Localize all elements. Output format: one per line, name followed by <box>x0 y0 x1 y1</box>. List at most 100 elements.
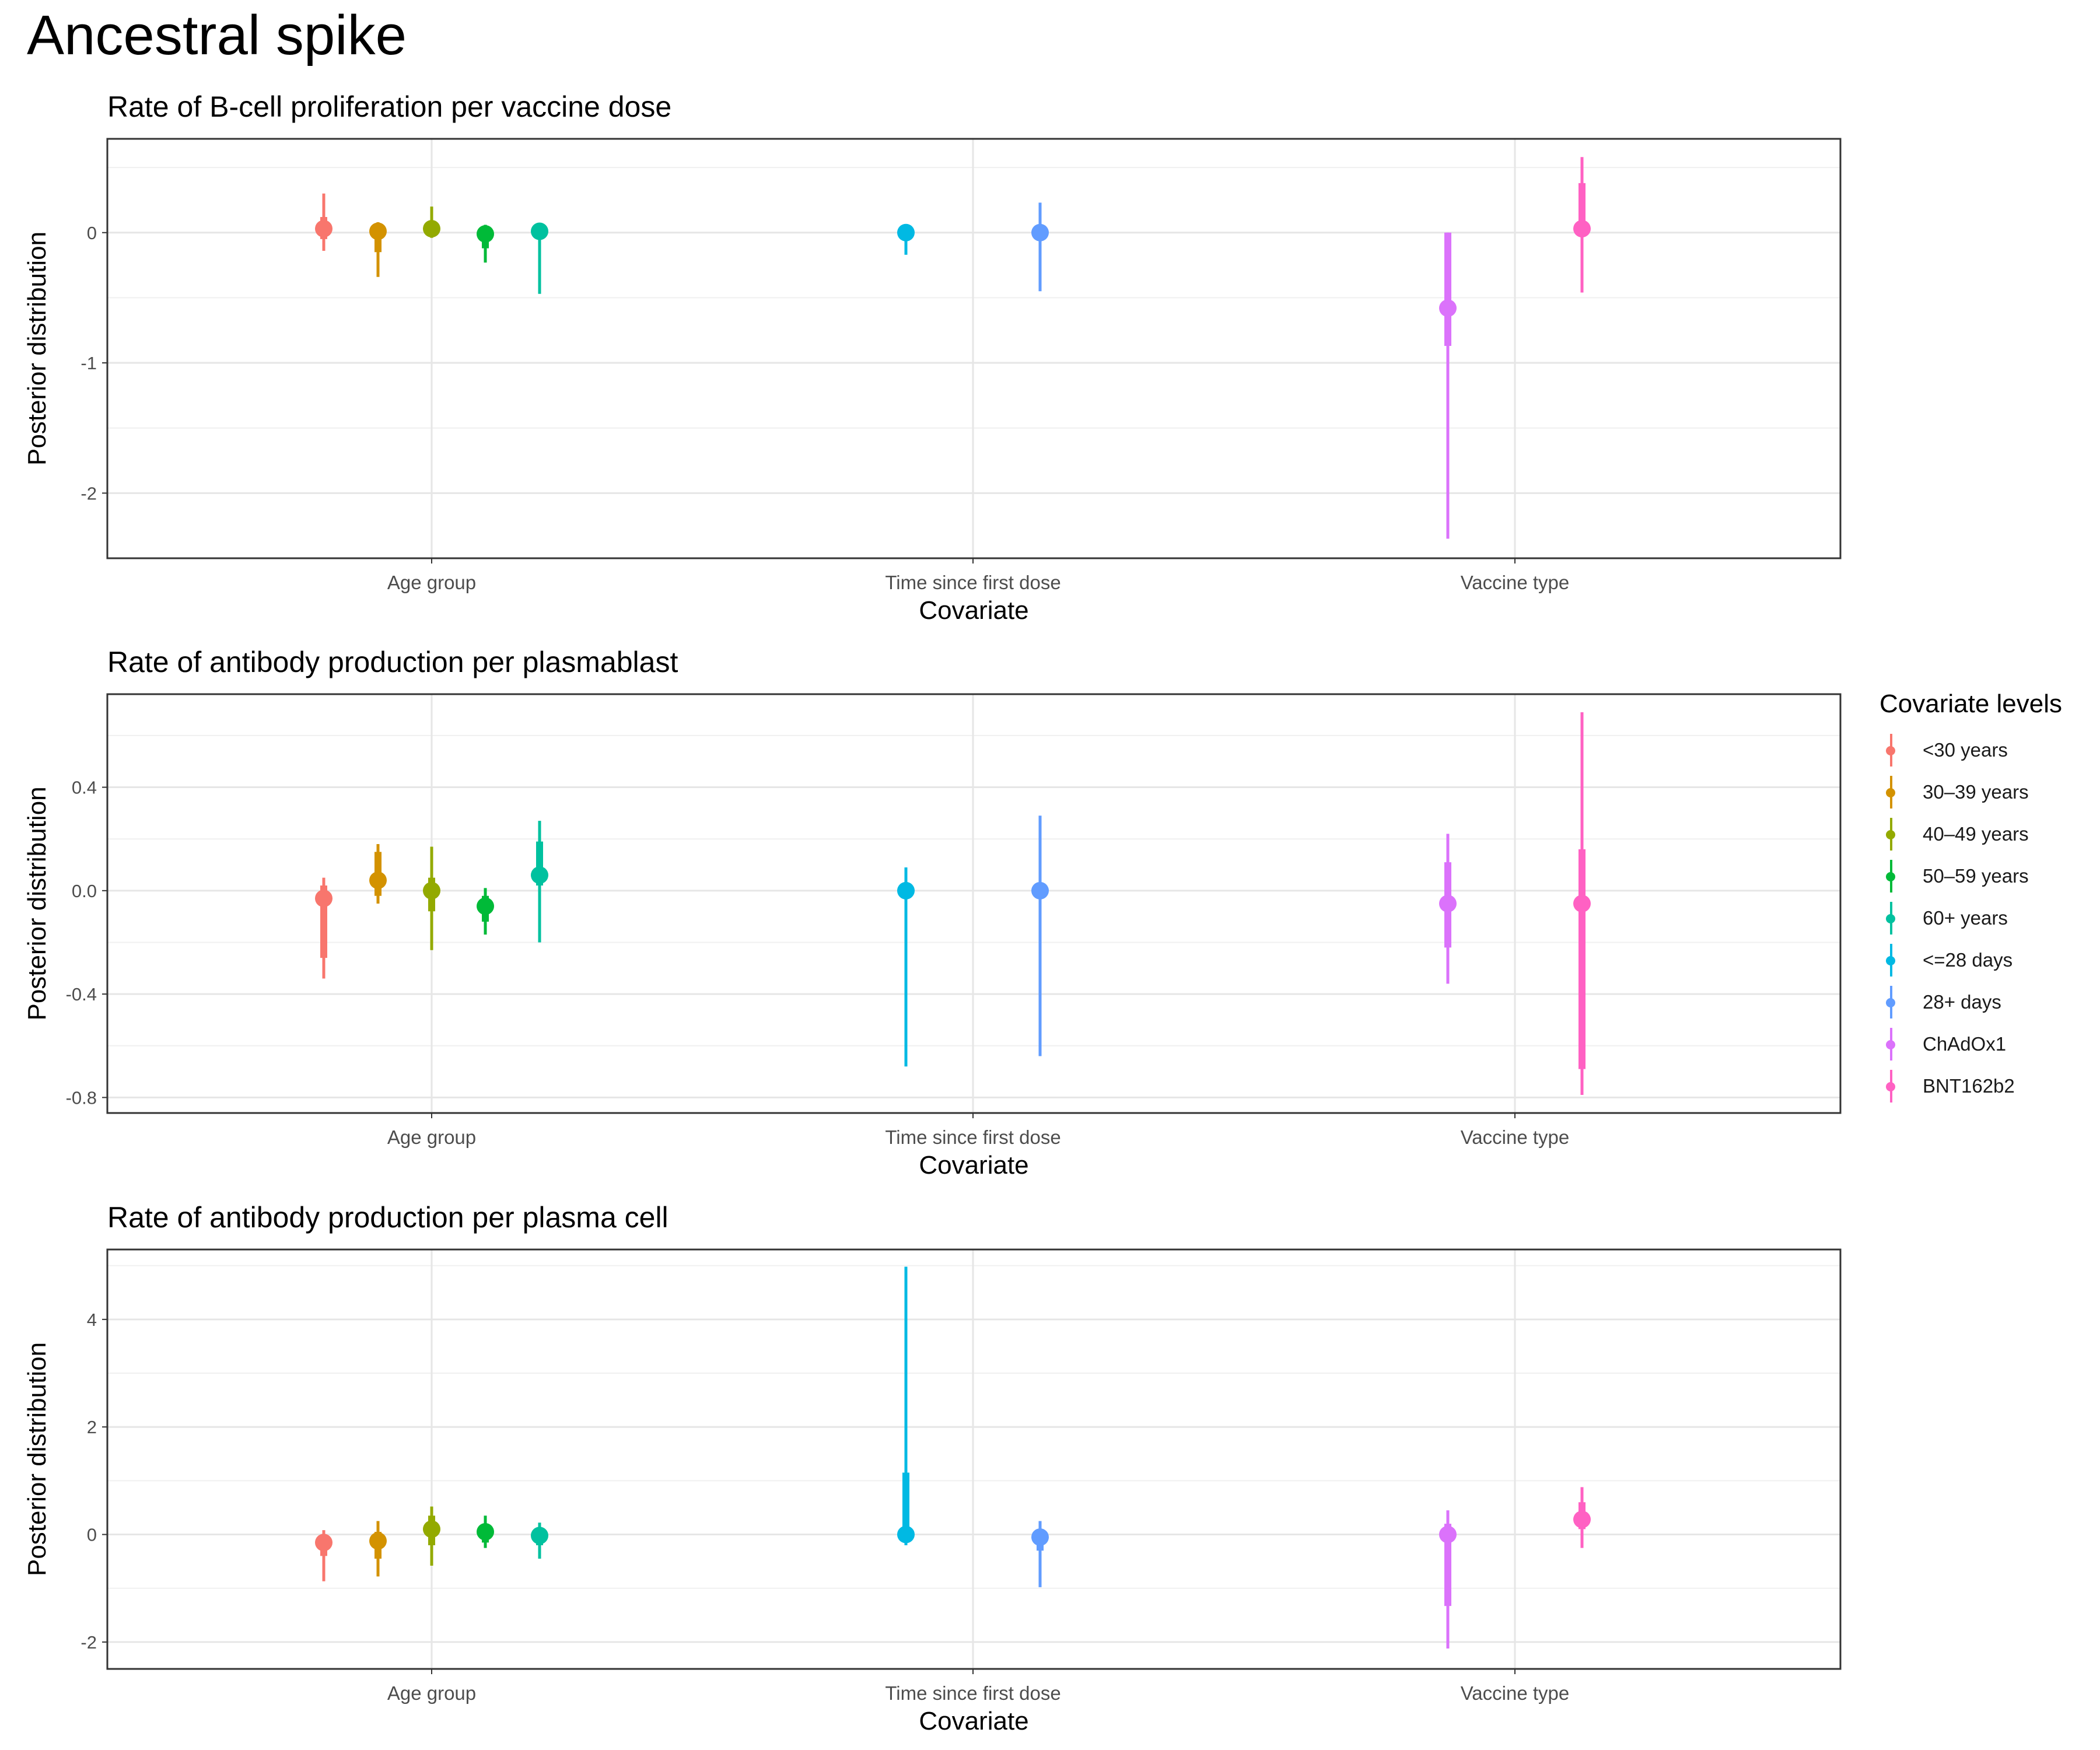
median-point <box>477 1522 494 1541</box>
legend-key <box>1880 1065 1903 1107</box>
median-point <box>1031 1528 1049 1546</box>
x-tick-label: Time since first dose <box>885 572 1060 593</box>
legend-item: ChAdOx1 <box>1880 1023 2062 1065</box>
point-interval <box>369 1521 387 1577</box>
legend-key <box>1880 729 1903 771</box>
y-tick-label: -0.8 <box>66 1087 97 1108</box>
legend-item: 28+ days <box>1880 981 2062 1023</box>
y-tick-label: 0 <box>87 223 97 243</box>
legend-label: ChAdOx1 <box>1923 1033 2007 1055</box>
y-tick-label: -2 <box>80 483 97 503</box>
chart-panel: Rate of antibody production per plasmabl… <box>23 646 1842 1180</box>
legend-key <box>1880 1023 1903 1065</box>
point-interval <box>477 1516 494 1548</box>
median-point <box>531 866 548 884</box>
x-tick-label: Time since first dose <box>885 1682 1060 1704</box>
legend-label: BNT162b2 <box>1923 1075 2015 1097</box>
point-interval <box>477 888 494 935</box>
y-axis-label: Posterior distribution <box>23 786 51 1020</box>
x-tick-label: Vaccine type <box>1461 1126 1570 1148</box>
y-tick-label: -2 <box>80 1632 97 1653</box>
point-interval <box>369 844 387 904</box>
legend-key <box>1880 771 1903 813</box>
legend-label: <=28 days <box>1923 949 2013 971</box>
legend-label: 30–39 years <box>1923 781 2029 803</box>
point-interval <box>1031 1521 1049 1587</box>
point-interval <box>1573 712 1591 1095</box>
median-point <box>369 222 387 240</box>
median-point <box>1031 881 1049 900</box>
median-point <box>1573 895 1591 912</box>
median-point <box>1439 1525 1457 1544</box>
legend-key <box>1880 813 1903 855</box>
median-point <box>897 881 915 900</box>
y-tick-label: 4 <box>87 1310 97 1330</box>
point-interval <box>315 877 332 979</box>
legend-item: BNT162b2 <box>1880 1065 2062 1107</box>
median-point <box>477 225 494 243</box>
legend-item: 40–49 years <box>1880 813 2062 855</box>
median-point <box>1439 299 1457 317</box>
point-interval <box>477 225 494 263</box>
y-axis-label: Posterior distribution <box>23 1342 51 1576</box>
legend-label: <30 years <box>1923 739 2008 761</box>
x-tick-label: Vaccine type <box>1461 1682 1570 1704</box>
point-interval <box>897 223 915 255</box>
legend-item: 60+ years <box>1880 897 2062 939</box>
median-point <box>315 220 332 238</box>
legend-item: <30 years <box>1880 729 2062 771</box>
median-point <box>531 1527 548 1545</box>
y-tick-label: 0.4 <box>72 778 97 798</box>
median-point <box>1439 895 1457 912</box>
y-axis-label: Posterior distribution <box>23 232 51 466</box>
y-tick-label: 0.0 <box>72 881 97 901</box>
median-point <box>1573 220 1591 238</box>
x-axis-label: Covariate <box>919 1151 1028 1180</box>
median-point <box>369 1532 387 1550</box>
chart-title: Rate of antibody production per plasmabl… <box>107 646 678 678</box>
y-tick-label: -1 <box>80 353 97 373</box>
legend-key <box>1880 939 1903 981</box>
chart-panel: Rate of antibody production per plasma c… <box>23 1201 1842 1735</box>
x-tick-label: Age group <box>387 1682 476 1704</box>
panel-border <box>106 693 1842 1114</box>
legend-label: 40–49 years <box>1923 823 2029 845</box>
median-point <box>315 890 332 908</box>
chart-title: Rate of B-cell proliferation per vaccine… <box>107 90 671 123</box>
median-point <box>423 881 440 900</box>
panel-border <box>106 138 1842 559</box>
legend-item: <=28 days <box>1880 939 2062 981</box>
legend-label: 28+ days <box>1923 991 2001 1013</box>
point-interval <box>1031 202 1049 292</box>
point-interval <box>1439 232 1457 539</box>
chart-title: Rate of antibody production per plasma c… <box>107 1201 668 1234</box>
point-interval <box>423 206 440 238</box>
legend-items: <30 years 30–39 years 40–49 years 50–59 yea… <box>1880 729 2062 1107</box>
x-tick-label: Time since first dose <box>885 1126 1060 1148</box>
y-tick-label: 0 <box>87 1525 97 1545</box>
median-point <box>1031 223 1049 242</box>
point-interval <box>531 222 548 294</box>
legend-item: 50–59 years <box>1880 855 2062 897</box>
point-interval <box>369 222 387 277</box>
point-interval <box>315 193 332 251</box>
median-point <box>897 1525 915 1544</box>
y-tick-label: -0.4 <box>66 984 97 1005</box>
x-tick-label: Vaccine type <box>1461 572 1570 593</box>
median-point <box>477 897 494 915</box>
x-axis-label: Covariate <box>919 596 1028 625</box>
x-axis-label: Covariate <box>919 1707 1028 1735</box>
y-tick-label: 2 <box>87 1417 97 1437</box>
median-point <box>315 1534 332 1552</box>
point-interval <box>1439 1510 1457 1648</box>
figure-title: Ancestral spike <box>27 4 407 66</box>
point-interval <box>1573 157 1591 293</box>
point-interval <box>315 1530 332 1581</box>
legend-key <box>1880 981 1903 1023</box>
legend-label: 50–59 years <box>1923 865 2029 887</box>
median-point <box>423 220 440 238</box>
point-interval <box>1573 1487 1591 1548</box>
median-point <box>897 223 915 242</box>
legend-label: 60+ years <box>1923 907 2008 929</box>
